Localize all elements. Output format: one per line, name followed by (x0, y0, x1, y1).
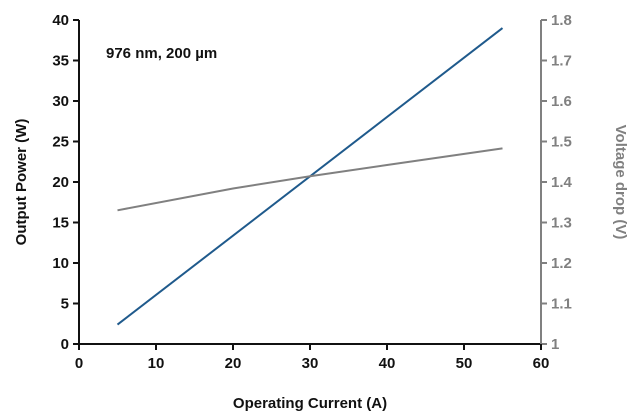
left-y-axis-title: Output Power (W) (13, 119, 30, 246)
left-y-tick-label: 0 (61, 336, 69, 353)
x-tick-label: 30 (302, 355, 319, 372)
chart-annotation: 976 nm, 200 µm (106, 45, 217, 62)
left-y-tick-label: 20 (52, 174, 69, 191)
right-y-tick-label: 1.8 (551, 12, 572, 29)
left-y-tick-label: 15 (52, 215, 69, 232)
right-y-tick-label: 1.7 (551, 53, 572, 70)
right-y-tick-label: 1 (551, 336, 559, 353)
left-y-tick-label: 40 (52, 12, 69, 29)
left-y-tick-label: 25 (52, 134, 69, 151)
left-y-tick-label: 35 (52, 53, 69, 70)
left-y-tick-label: 10 (52, 255, 69, 272)
left-y-tick-label: 5 (61, 296, 69, 313)
x-axis-title: Operating Current (A) (233, 395, 387, 412)
x-tick-label: 20 (225, 355, 242, 372)
x-tick-label: 10 (148, 355, 165, 372)
right-y-tick-label: 1.5 (551, 134, 572, 151)
x-tick-label: 0 (75, 355, 83, 372)
right-y-tick-label: 1.4 (551, 174, 573, 191)
right-y-tick-label: 1.6 (551, 93, 572, 110)
x-tick-label: 40 (379, 355, 396, 372)
right-y-axis-title: Voltage drop (V) (612, 125, 629, 240)
axes (78, 20, 542, 345)
left-y-tick-label: 30 (52, 93, 69, 110)
right-y-tick-label: 1.1 (551, 296, 572, 313)
ticks: 0 5 10 15 20 25 30 35 40 1 1.1 1.2 1.3 1.4 1.5 1.6 1.7 1.… (52, 12, 572, 372)
right-y-tick-label: 1.3 (551, 215, 572, 232)
x-tick-label: 60 (533, 355, 550, 372)
right-y-tick-label: 1.2 (551, 255, 572, 272)
x-tick-label: 50 (456, 355, 473, 372)
series-group (116, 27, 504, 326)
voltage-drop-line (117, 147, 503, 212)
